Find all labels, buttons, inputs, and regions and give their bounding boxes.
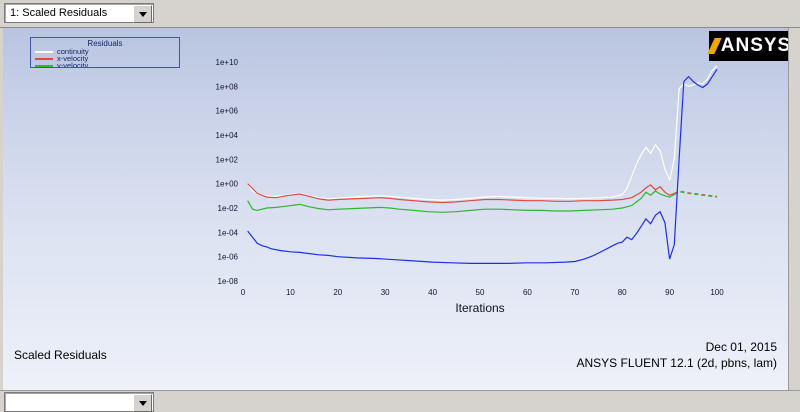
y-tick-label: 1e+04 bbox=[216, 131, 239, 140]
x-tick-label: 100 bbox=[710, 288, 724, 297]
bottom-dropdown-button[interactable] bbox=[133, 394, 152, 412]
y-tick-label: 1e+06 bbox=[216, 107, 239, 116]
legend-entry: x-velocity bbox=[31, 55, 179, 62]
x-tick-label: 40 bbox=[428, 288, 437, 297]
x-tick-label: 70 bbox=[570, 288, 579, 297]
series-energy bbox=[247, 68, 718, 264]
x-tick-label: 50 bbox=[476, 288, 485, 297]
series-y-velocity-dashed bbox=[673, 190, 718, 198]
ansys-logo-text: ANSYS bbox=[720, 35, 792, 56]
x-tick-label: 60 bbox=[523, 288, 532, 297]
x-tick-label: 10 bbox=[286, 288, 295, 297]
legend-entry: continuity bbox=[31, 48, 179, 55]
legend-label: y-velocity bbox=[57, 61, 89, 68]
residuals-plot: 1e+10 1e+08 1e+06 1e+04 1e+02 1e+00 1e-02 1e-04… bbox=[216, 58, 725, 297]
y-tick-label: 1e-04 bbox=[218, 228, 239, 237]
ansys-logo-slash-icon bbox=[707, 38, 722, 54]
legend-label: x-velocity bbox=[57, 54, 89, 63]
bottom-border-strip bbox=[0, 390, 800, 403]
legend-label: continuity bbox=[57, 47, 89, 56]
y-tick-label: 1e-02 bbox=[218, 204, 239, 213]
y-tick-label: 1e-08 bbox=[218, 277, 239, 286]
app-version-stamp: ANSYS FLUENT 12.1 (2d, pbns, lam) bbox=[576, 356, 777, 370]
series-x-velocity bbox=[247, 183, 675, 204]
plot-selector-dropdown[interactable]: 1: Scaled Residuals bbox=[4, 3, 154, 23]
toolbar: 1: Scaled Residuals bbox=[0, 0, 800, 28]
series-continuity bbox=[247, 65, 718, 201]
y-tick-label: 1e-06 bbox=[218, 253, 239, 262]
series-y-velocity bbox=[247, 190, 675, 213]
legend-swatch bbox=[35, 50, 53, 53]
chevron-down-icon bbox=[138, 11, 147, 17]
dropdown-button[interactable] bbox=[133, 5, 152, 23]
legend-swatch bbox=[35, 64, 53, 67]
bottom-plot-selector-dropdown[interactable] bbox=[4, 392, 154, 412]
graphics-viewport: 1e+10 1e+08 1e+06 1e+04 1e+02 1e+00 1e-02 1e-04… bbox=[3, 28, 793, 390]
date-stamp: Dec 01, 2015 bbox=[705, 340, 777, 354]
plot-selector-value: 1: Scaled Residuals bbox=[10, 7, 108, 19]
chevron-down-icon bbox=[138, 400, 147, 406]
legend-entry: y-velocity bbox=[31, 61, 179, 68]
y-tick-label: 1e+02 bbox=[216, 155, 239, 164]
y-tick-label: 1e+00 bbox=[216, 180, 239, 189]
y-tick-label: 1e+08 bbox=[216, 82, 239, 91]
plot-caption: Scaled Residuals bbox=[14, 348, 107, 362]
legend-title: Residuals bbox=[87, 39, 123, 48]
x-axis-title: Iterations bbox=[455, 301, 505, 315]
legend-swatch bbox=[35, 57, 53, 60]
y-tick-label: 1e+10 bbox=[216, 58, 239, 67]
x-tick-label: 20 bbox=[333, 288, 342, 297]
x-tick-label: 80 bbox=[618, 288, 627, 297]
ansys-logo: ANSYS bbox=[707, 31, 793, 61]
legend-box: Residuals continuity x-velocity y-velocity… bbox=[30, 37, 180, 68]
bottom-plot-selector-value bbox=[5, 393, 153, 396]
x-tick-label: 0 bbox=[241, 288, 246, 297]
series-x-velocity-dashed bbox=[674, 190, 718, 197]
right-border-strip bbox=[788, 28, 800, 390]
x-tick-label: 30 bbox=[381, 288, 390, 297]
x-tick-label: 90 bbox=[665, 288, 674, 297]
